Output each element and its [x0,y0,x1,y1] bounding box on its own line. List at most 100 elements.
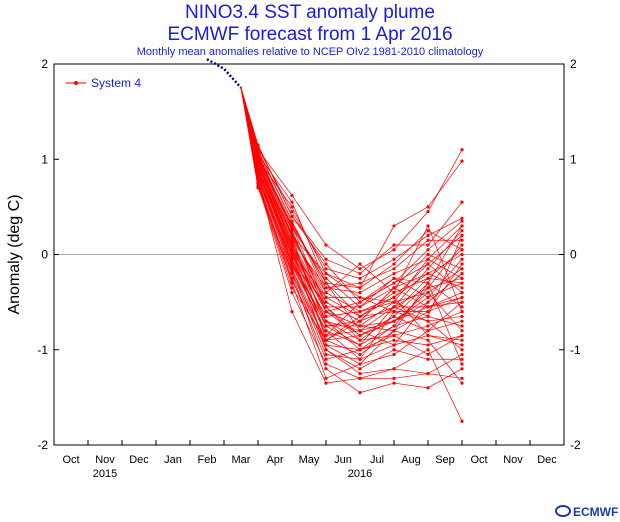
ensemble-member-line [240,87,463,337]
ensemble-point [426,248,430,252]
ensemble-point [426,386,430,390]
ensemble-member-line [240,87,463,274]
ensemble-member-line [240,87,463,317]
ensemble-series [206,58,464,423]
ensemble-member-line [240,87,463,336]
ensemble-point [324,319,328,323]
x-tick-label: Nov [95,454,115,466]
ensemble-point [358,295,362,299]
ensemble-point [392,291,396,295]
ensemble-point [426,243,430,247]
ensemble-member-line [240,87,463,365]
ensemble-point [290,247,294,251]
ensemble-point [324,381,328,385]
ensemble-point [358,371,362,376]
ensemble-member-line [240,87,463,313]
ensemble-point [392,271,396,276]
ensemble-point [460,257,464,261]
y-tick-label-right: 0 [570,248,577,262]
ensemble-point [256,161,260,165]
ecmwf-logo-icon [555,505,571,517]
ensemble-point [426,252,430,257]
ensemble-point [460,286,464,290]
ensemble-point [358,329,362,333]
legend: System 4 [66,76,141,90]
ensemble-point [358,376,362,380]
ensemble-point [460,219,464,223]
ensemble-point [358,338,362,342]
ensemble-member-line [240,87,463,293]
ensemble-point [290,205,294,209]
ensemble-point [392,352,396,357]
ensemble-member-line [240,87,463,365]
ensemble-point [324,338,328,342]
ensemble-point [324,295,328,299]
ensemble-point [290,267,294,271]
ensemble-point [460,305,464,309]
y-tick-label-left: 1 [41,152,48,166]
legend-label: System 4 [91,76,141,90]
chart-subtitle: ECMWF forecast from 1 Apr 2016 [167,24,453,45]
ensemble-point [392,343,396,347]
ensemble-point [358,262,362,266]
x-tick-label: Oct [62,454,79,466]
ensemble-point [324,362,328,366]
ensemble-point [392,381,396,385]
ensemble-point [426,343,430,347]
axes: -2 -2 -1 -1 0 0 1 1 2 2 Oct Nov Dec Jan Feb Mar Apr May Ju… [6,57,581,480]
ensemble-point [426,233,430,238]
x-tick-label: Dec [129,454,149,466]
ensemble-point [358,362,362,366]
ensemble-point [460,281,464,285]
ensemble-point [460,357,464,361]
ensemble-point [324,262,328,266]
ensemble-point [426,314,430,319]
ensemble-point [392,300,396,304]
ensemble-point [460,224,464,228]
ensemble-point [460,381,464,385]
ensemble-point [358,305,362,309]
ensemble-point [290,233,294,238]
x-tick-label: Oct [470,454,487,466]
ensemble-point [290,193,294,198]
ensemble-point [460,295,464,299]
ensemble-point [324,329,328,333]
ensemble-point [460,362,464,366]
ensemble-point [426,305,430,309]
ensemble-point [358,324,362,328]
ensemble-point [358,357,362,361]
ensemble-point [290,228,294,232]
ensemble-point [358,276,362,280]
ensemble-point [392,376,396,380]
ensemble-point [426,352,430,357]
ensemble-point [392,224,396,228]
ensemble-point [426,229,430,233]
ensemble-point [426,286,430,290]
ensemble-point [392,276,396,280]
ensemble-point [426,257,430,261]
ensemble-point [324,333,328,338]
x-tick-label: Mar [232,454,251,466]
ensemble-point [324,271,328,276]
ensemble-point [426,371,430,376]
y-tick-label-left: 2 [41,57,48,71]
ensemble-point [358,343,362,347]
ensemble-point [460,310,464,314]
ensemble-point [358,281,362,285]
ensemble-point [290,279,294,283]
ensemble-point [460,338,464,342]
x-tick-label: May [299,454,320,466]
ensemble-point [392,329,396,333]
ensemble-member-line [240,87,463,312]
x-tick-label: Jul [370,454,384,466]
ensemble-point [392,314,396,319]
ensemble-point [358,352,362,357]
ensemble-point [426,319,430,323]
ensemble-point [460,148,464,152]
ensemble-point [426,300,430,304]
ensemble-member-line [240,87,463,313]
ensemble-member-line [240,87,462,289]
x-year-label: 2016 [348,468,372,480]
ensemble-point [290,210,294,214]
ensemble-point [324,300,328,304]
